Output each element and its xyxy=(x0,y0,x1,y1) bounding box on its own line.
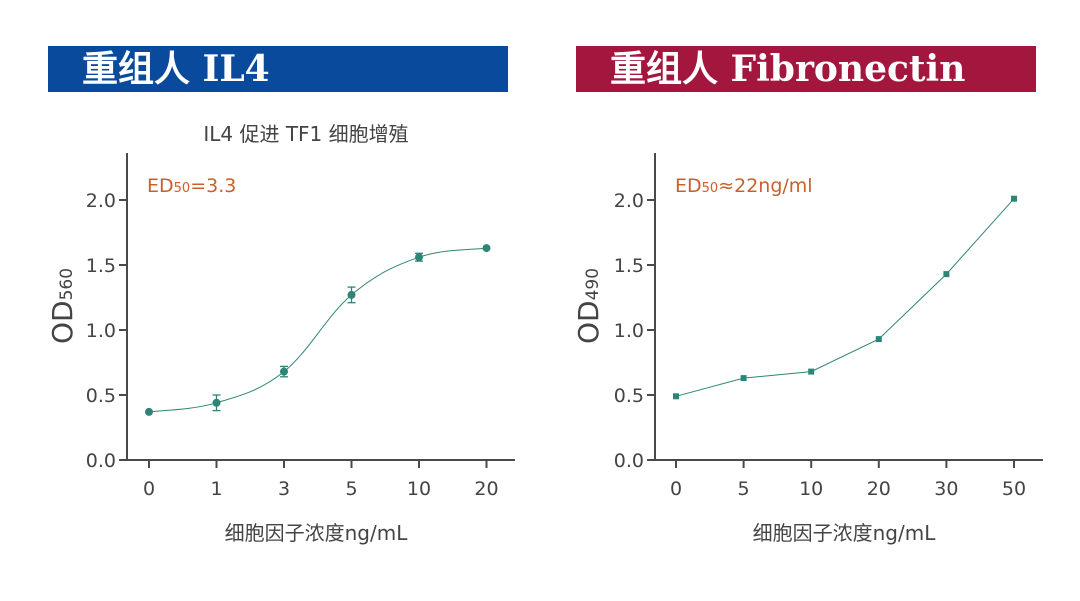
chart-2-y-tick-label: 1.5 xyxy=(614,255,644,277)
chart-1-y-tick-label: 0.5 xyxy=(86,385,116,407)
chart-2-ed50-prefix: ED xyxy=(675,175,702,197)
chart-2-y-tick-label: 0.5 xyxy=(614,385,644,407)
chart-1-x-tick-label: 3 xyxy=(278,478,290,500)
chart-1-x-tick-label: 0 xyxy=(143,478,155,500)
chart-1-title: IL4 促进 TF1 细胞增殖 xyxy=(203,122,408,146)
chart-1-ed50-value: =3.3 xyxy=(190,175,236,197)
chart-1-y-tick-label: 2.0 xyxy=(86,190,116,212)
chart-2-y-tick-label: 1.0 xyxy=(614,320,644,342)
chart-2-ylabel-sub: 490 xyxy=(583,268,603,300)
chart-2-series-line xyxy=(675,198,1015,397)
chart-1-x-tick-label: 5 xyxy=(345,478,357,500)
chart-1-x-tick-label: 20 xyxy=(474,478,498,500)
banner-il4: 重组人 IL4 xyxy=(48,46,508,92)
banner-il4-text: 重组人 IL4 xyxy=(82,48,270,90)
chart-1-ylabel-main: OD xyxy=(46,300,79,344)
chart-1-data-point xyxy=(482,244,491,253)
chart-2-ylabel-main: OD xyxy=(572,300,605,344)
chart-2-data-point xyxy=(943,271,950,278)
chart-2-x-tick-label: 30 xyxy=(934,478,958,500)
chart-2-xlabel: 细胞因子浓度ng/mL xyxy=(753,521,937,545)
chart-2-data-point xyxy=(673,393,679,400)
chart-1-y-tick-label: 1.0 xyxy=(86,320,116,342)
chart-1-ed50-annotation: ED50=3.3 xyxy=(147,175,236,197)
chart-1-data-point xyxy=(347,290,356,299)
chart-1-ylabel-sub: 560 xyxy=(57,268,77,300)
chart-2-data-point xyxy=(740,375,747,382)
chart-2-x-tick-label: 0 xyxy=(670,478,682,500)
chart-1-ed50-prefix: ED xyxy=(147,175,174,197)
chart-2-ylabel: OD490 xyxy=(572,268,605,344)
chart-2-plot: 0.0 0.5 1.0 1.5 2.0 0 5 10 20 30 50 xyxy=(614,153,1043,500)
chart-1-data-point xyxy=(212,398,221,407)
chart-1-series-line xyxy=(148,247,487,413)
chart-2-data-point xyxy=(1011,195,1017,202)
chart-2-data-point xyxy=(808,368,815,375)
chart-2-x-tick-label: 50 xyxy=(1002,478,1026,500)
chart-1-x-tick-label: 1 xyxy=(210,478,222,500)
chart-1-y-tick-label: 0.0 xyxy=(86,450,116,472)
chart-2-ed50-value: ≈22ng/ml xyxy=(718,175,812,197)
chart-1-xlabel: 细胞因子浓度ng/mL xyxy=(225,521,409,545)
chart-2-ed50-sub: 50 xyxy=(702,181,719,196)
chart-1-data-point xyxy=(415,253,423,262)
chart-2-x-tick-label: 5 xyxy=(738,478,750,500)
chart-1-plot: 0.0 0.5 1.0 1.5 2.0 0 1 3 5 10 20 xyxy=(86,153,515,500)
chart-1-x-tick-label: 10 xyxy=(407,478,431,500)
chart-1-data-point xyxy=(280,367,288,376)
chart-1-ylabel: OD560 xyxy=(46,268,79,344)
banner-fibronectin: 重组人 Fibronectin xyxy=(576,46,1036,92)
chart-2-x-tick-label: 10 xyxy=(799,478,823,500)
chart-1-y-tick-label: 1.5 xyxy=(86,255,116,277)
chart-2-x-tick-label: 20 xyxy=(867,478,891,500)
chart-2-y-tick-label: 0.0 xyxy=(614,450,644,472)
banner-fibronectin-text: 重组人 Fibronectin xyxy=(610,48,966,90)
chart-1-data-point xyxy=(145,407,153,416)
chart-2-data-point xyxy=(875,336,882,343)
chart-2-y-tick-label: 2.0 xyxy=(614,190,644,212)
chart-1-ed50-sub: 50 xyxy=(174,181,191,196)
chart-2-ed50-annotation: ED50≈22ng/ml xyxy=(675,175,813,197)
